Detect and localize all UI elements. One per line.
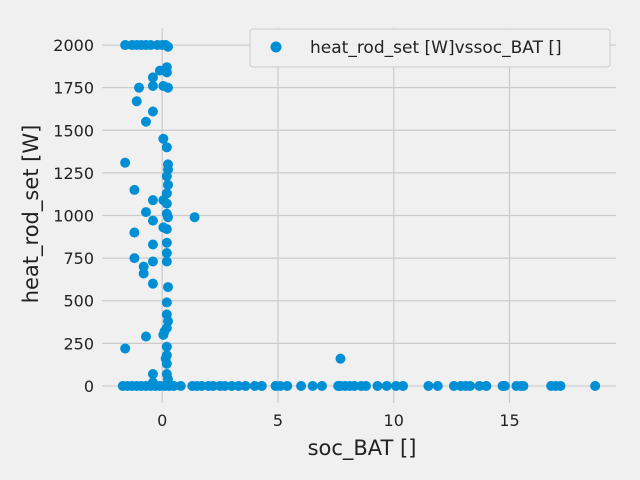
data-point	[335, 353, 346, 364]
x-tick-labels: 0 5 10 15	[157, 411, 520, 430]
data-point	[590, 380, 601, 391]
data-point	[275, 380, 286, 391]
y-tick-labels: 0 250 500 750 1000 1250 1500 1750 2000	[53, 36, 94, 396]
data-point	[432, 380, 443, 391]
data-point	[120, 40, 131, 51]
data-point	[372, 380, 383, 391]
data-point	[233, 380, 244, 391]
data-point	[474, 380, 485, 391]
data-point	[145, 40, 156, 51]
data-point	[131, 96, 142, 107]
data-point	[518, 380, 529, 391]
data-point	[423, 380, 434, 391]
x-tick-label: 15	[499, 411, 519, 430]
data-point	[161, 142, 172, 153]
data-point	[158, 133, 169, 144]
data-point	[196, 380, 207, 391]
data-point	[161, 224, 172, 235]
data-point	[120, 343, 131, 354]
x-axis-label: soc_BAT []	[308, 436, 417, 461]
y-tick-label: 0	[84, 377, 94, 396]
x-tick-label: 0	[157, 411, 167, 430]
data-point	[465, 380, 476, 391]
y-tick-label: 1750	[53, 79, 94, 98]
x-tick-label: 5	[273, 411, 283, 430]
data-point	[162, 282, 173, 293]
grid-lines	[102, 28, 616, 403]
data-point	[296, 380, 307, 391]
data-point	[189, 212, 200, 223]
data-point	[161, 297, 172, 308]
data-point	[161, 341, 172, 352]
y-tick-label: 250	[63, 334, 94, 353]
data-point	[147, 256, 158, 267]
data-point	[161, 171, 172, 182]
data-point	[147, 195, 158, 206]
data-points	[117, 40, 601, 391]
data-point	[158, 329, 169, 340]
y-tick-label: 500	[63, 292, 94, 311]
data-point	[226, 380, 237, 391]
data-point	[161, 256, 172, 267]
data-point	[161, 62, 172, 73]
data-point	[282, 380, 293, 391]
data-point	[147, 239, 158, 250]
data-point	[161, 248, 172, 258]
data-point	[397, 380, 408, 391]
data-point	[147, 369, 158, 380]
data-point	[316, 380, 327, 391]
y-tick-label: 1250	[53, 164, 94, 183]
data-point	[161, 237, 172, 248]
data-point	[208, 380, 219, 391]
data-point	[481, 380, 492, 391]
y-tick-label: 1500	[53, 121, 94, 140]
y-axis-label: heat_rod_set [W]	[19, 125, 44, 304]
data-point	[349, 380, 360, 391]
data-point	[147, 80, 158, 91]
data-point	[129, 227, 140, 238]
data-point	[162, 41, 173, 52]
data-point	[391, 380, 402, 391]
data-point	[120, 157, 131, 168]
legend: heat_rod_set [W]vssoc_BAT []	[249, 28, 611, 68]
y-tick-label: 2000	[53, 36, 94, 55]
data-point	[249, 380, 260, 391]
data-point	[240, 380, 251, 391]
data-point	[138, 268, 149, 279]
data-point	[147, 278, 158, 289]
data-point	[147, 215, 158, 226]
data-point	[140, 207, 151, 218]
data-point	[168, 380, 179, 391]
data-point	[499, 380, 510, 391]
data-point	[162, 82, 173, 93]
data-point	[175, 380, 186, 391]
data-point	[162, 212, 173, 223]
data-point	[140, 116, 151, 127]
data-point	[162, 179, 173, 190]
data-point	[147, 106, 158, 117]
data-point	[381, 380, 392, 391]
data-point	[219, 380, 230, 391]
data-point	[256, 380, 267, 391]
data-point	[161, 358, 172, 369]
x-tick-label: 10	[384, 411, 404, 430]
y-tick-label: 750	[63, 249, 94, 268]
data-point	[555, 380, 566, 391]
data-point	[134, 82, 145, 93]
data-point	[161, 198, 172, 209]
data-point	[129, 253, 140, 264]
data-point	[448, 380, 459, 391]
data-point	[360, 380, 371, 391]
data-point	[307, 380, 318, 391]
data-point	[140, 331, 151, 342]
y-tick-label: 1000	[53, 207, 94, 226]
legend-marker	[270, 41, 282, 53]
legend-label: heat_rod_set [W]vssoc_BAT []	[310, 38, 562, 58]
data-point	[147, 72, 158, 83]
data-point	[129, 184, 140, 195]
legend-box	[249, 28, 611, 68]
